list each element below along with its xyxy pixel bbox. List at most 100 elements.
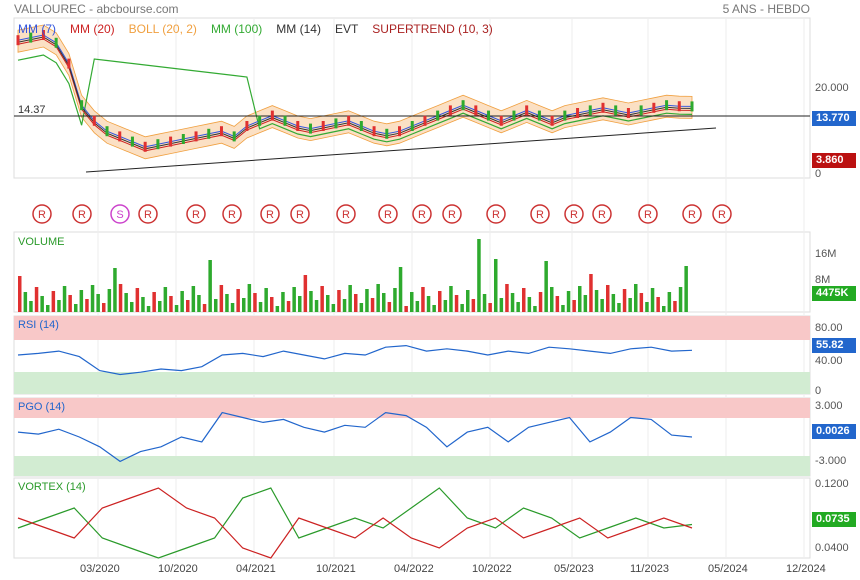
volume-bar [505, 284, 509, 312]
volume-bar [432, 305, 436, 312]
volume-bar [90, 285, 95, 312]
candle [29, 32, 33, 43]
signal-marker-label: R [192, 209, 200, 221]
legend-item[interactable]: BOLL (20, 2) [128, 22, 197, 36]
volume-bar [107, 289, 112, 312]
legend-item[interactable]: MM (100) [210, 22, 263, 36]
volume-bar [550, 287, 554, 312]
volume-bar [471, 299, 476, 312]
candle [410, 121, 414, 131]
candle [54, 37, 58, 48]
price-axis-label: 0 [815, 168, 822, 180]
volume-bar [656, 297, 660, 312]
volume-label: VOLUME [18, 236, 65, 248]
legend-item[interactable]: SUPERTREND (10, 3) [372, 22, 493, 36]
volume-bar [365, 289, 369, 312]
volume-bar [40, 296, 44, 312]
volume-bar [118, 284, 123, 312]
legend-item[interactable]: MM (7) [18, 22, 56, 36]
volume-bar [404, 306, 408, 312]
signal-marker [378, 204, 398, 224]
signal-marker [564, 204, 584, 224]
volume-bar [29, 301, 33, 312]
volume-bar [382, 293, 386, 312]
candle [398, 126, 402, 137]
candle [219, 126, 223, 137]
signal-marker-label: R [144, 209, 152, 221]
vortex-axis-label: 0.1200 [815, 478, 849, 490]
candle [308, 123, 312, 134]
candle [601, 102, 605, 113]
candle [436, 110, 440, 121]
last-price-badge: 13.770 [812, 111, 856, 126]
signal-marker [530, 204, 550, 224]
volume-bar [348, 285, 352, 312]
rsi-axis-label: 40.00 [815, 355, 843, 367]
volume-bar [516, 302, 520, 312]
signal-marker [110, 204, 130, 224]
chart-period[interactable]: 5 ANS - HEBDO [722, 2, 810, 16]
volume-bar [410, 292, 414, 312]
volume-bar [242, 298, 246, 312]
candle [359, 121, 363, 131]
volume-bar [387, 302, 392, 312]
volume-bar [309, 291, 313, 312]
volume-bar [236, 289, 240, 312]
signal-marker-label: R [688, 209, 696, 221]
volume-bar [538, 292, 543, 312]
volume-bar [186, 300, 190, 312]
volume-bar [130, 302, 134, 312]
legend-item[interactable]: EVT [334, 22, 359, 36]
rsi-label: RSI (14) [18, 319, 59, 331]
candle [258, 115, 262, 126]
signal-marker-label: R [570, 209, 578, 221]
volume-bar [18, 276, 22, 312]
vortex-plus-line [17, 487, 693, 559]
volume-bar [421, 287, 425, 312]
volume-bar [622, 289, 627, 312]
volume-bar [79, 290, 84, 312]
volume-axis-label: 8M [815, 274, 831, 286]
volume-bar [303, 275, 308, 312]
candle [283, 115, 287, 126]
candle [296, 121, 300, 131]
legend-item[interactable]: MM (14) [276, 22, 321, 36]
candle [652, 102, 656, 113]
candle [461, 100, 465, 111]
volume-bar [499, 298, 504, 312]
volume-bar [124, 293, 128, 312]
rsi-overbought-zone [14, 316, 810, 340]
legend-item[interactable]: MM (20) [70, 22, 115, 36]
volume-bar [180, 291, 184, 312]
volume-bar [533, 306, 537, 312]
signal-marker-label: R [448, 209, 456, 221]
x-tick-label: 04/2021 [236, 563, 276, 575]
vortex-minus-line [17, 487, 693, 559]
volume-bar [578, 286, 582, 312]
vortex-badge: 0.0735 [812, 512, 856, 527]
pgo-oversold-zone [14, 456, 810, 476]
candle [423, 115, 427, 126]
signal-marker [486, 204, 506, 224]
mm7-line [17, 34, 693, 148]
signal-marker [186, 204, 206, 224]
volume-bar [527, 297, 532, 312]
volume-bar [460, 304, 464, 312]
volume-bar [202, 304, 207, 312]
signal-marker-label: R [384, 209, 392, 221]
volume-bar [617, 303, 621, 312]
volume-bar [589, 274, 593, 312]
candle [130, 136, 134, 147]
volume-bar [96, 294, 100, 312]
volume-bar [214, 299, 218, 312]
signal-marker-label: R [718, 209, 726, 221]
volume-bar [270, 297, 274, 312]
pgo-axis-label: -3.000 [815, 455, 847, 467]
volume-bar [342, 299, 347, 312]
volume-bar [68, 295, 72, 312]
signal-marker-label: R [342, 209, 350, 221]
volume-bar [482, 294, 487, 312]
volume-bar [555, 296, 560, 312]
signal-marker-label: R [644, 209, 652, 221]
candle [550, 115, 554, 126]
